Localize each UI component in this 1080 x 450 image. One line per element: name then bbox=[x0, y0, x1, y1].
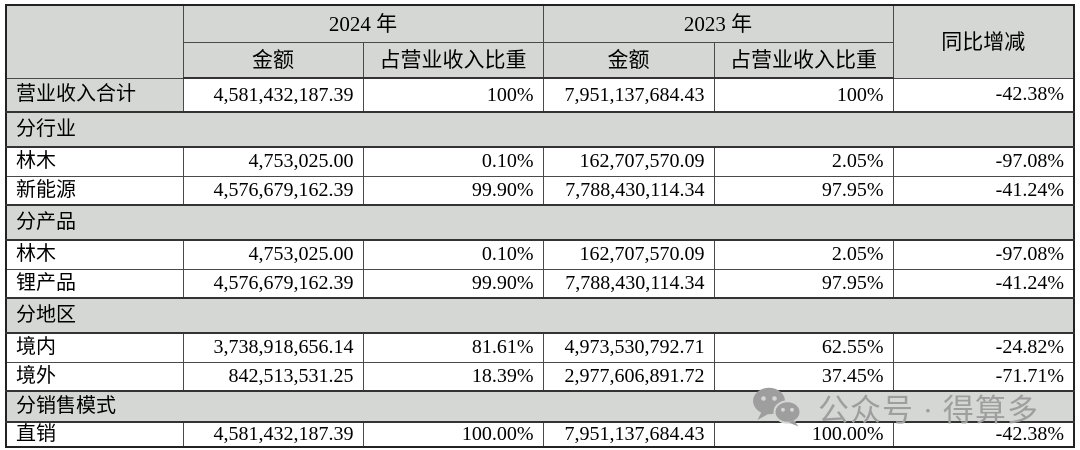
ratio-2024-cell: 0.10% bbox=[362, 239, 544, 270]
section-row: 分地区 bbox=[5, 297, 1075, 334]
row-label: 直销 bbox=[5, 421, 184, 448]
section-label: 分地区 bbox=[5, 297, 1075, 334]
amount-2023-cell: 2,977,606,891.72 bbox=[542, 361, 715, 392]
table-row: 境内 3,738,918,656.14 81.61% 4,973,530,792… bbox=[5, 332, 1075, 363]
table-row: 新能源 4,576,679,162.39 99.90% 7,788,430,11… bbox=[5, 175, 1075, 206]
table-row: 锂产品 4,576,679,162.39 99.90% 7,788,430,11… bbox=[5, 268, 1075, 299]
section-row: 分产品 bbox=[5, 204, 1075, 241]
ratio-2023-cell: 100.00% bbox=[713, 421, 894, 448]
amount-2024-cell: 3,738,918,656.14 bbox=[182, 332, 364, 363]
yoy-header: 同比增减 bbox=[892, 4, 1075, 79]
yoy-cell: -41.24% bbox=[892, 175, 1075, 206]
ratio-2023-cell: 37.45% bbox=[713, 361, 894, 392]
amount-2024-cell: 4,581,432,187.39 bbox=[182, 421, 364, 448]
ratio-2023-cell: 2.05% bbox=[713, 239, 894, 270]
row-label: 林木 bbox=[5, 146, 184, 177]
yoy-cell: -71.71% bbox=[892, 361, 1075, 392]
row-label: 境内 bbox=[5, 332, 184, 363]
amount-2023-cell: 7,951,137,684.43 bbox=[542, 77, 715, 113]
ratio-2024-cell: 99.90% bbox=[362, 268, 544, 299]
row-label: 新能源 bbox=[5, 175, 184, 206]
corner-cell bbox=[5, 4, 184, 79]
year-2023-header: 2023 年 bbox=[542, 4, 894, 43]
row-label: 林木 bbox=[5, 239, 184, 270]
amount-2024-cell: 842,513,531.25 bbox=[182, 361, 364, 392]
revenue-breakdown-table: 2024 年 2023 年 同比增减 金额 占营业收入比重 金额 占营业收入比重… bbox=[5, 4, 1075, 448]
amount-2023-cell: 162,707,570.09 bbox=[542, 239, 715, 270]
table-row: 直销 4,581,432,187.39 100.00% 7,951,137,68… bbox=[5, 421, 1075, 448]
amount-2024-cell: 4,576,679,162.39 bbox=[182, 175, 364, 206]
row-label: 境外 bbox=[5, 361, 184, 392]
row-label: 锂产品 bbox=[5, 268, 184, 299]
amount-2024-cell: 4,753,025.00 bbox=[182, 146, 364, 177]
amount-2023-header: 金额 bbox=[542, 41, 715, 79]
ratio-2023-cell: 97.95% bbox=[713, 268, 894, 299]
row-label: 营业收入合计 bbox=[5, 77, 184, 113]
yoy-cell: -42.38% bbox=[892, 421, 1075, 448]
section-row: 分行业 bbox=[5, 111, 1075, 148]
ratio-2023-cell: 2.05% bbox=[713, 146, 894, 177]
yoy-cell: -41.24% bbox=[892, 268, 1075, 299]
ratio-2023-header: 占营业收入比重 bbox=[713, 41, 894, 79]
year-2024-header: 2024 年 bbox=[182, 4, 544, 43]
table-row: 林木 4,753,025.00 0.10% 162,707,570.09 2.0… bbox=[5, 239, 1075, 270]
ratio-2024-cell: 81.61% bbox=[362, 332, 544, 363]
table-row: 林木 4,753,025.00 0.10% 162,707,570.09 2.0… bbox=[5, 146, 1075, 177]
ratio-2024-cell: 0.10% bbox=[362, 146, 544, 177]
amount-2024-header: 金额 bbox=[182, 41, 364, 79]
section-label: 分产品 bbox=[5, 204, 1075, 241]
ratio-2024-cell: 99.90% bbox=[362, 175, 544, 206]
amount-2024-cell: 4,581,432,187.39 bbox=[182, 77, 364, 113]
amount-2024-cell: 4,753,025.00 bbox=[182, 239, 364, 270]
yoy-cell: -42.38% bbox=[892, 77, 1075, 113]
ratio-2024-cell: 100% bbox=[362, 77, 544, 113]
yoy-cell: -97.08% bbox=[892, 239, 1075, 270]
ratio-2023-cell: 100% bbox=[713, 77, 894, 113]
amount-2023-cell: 162,707,570.09 bbox=[542, 146, 715, 177]
yoy-cell: -24.82% bbox=[892, 332, 1075, 363]
yoy-cell: -97.08% bbox=[892, 146, 1075, 177]
amount-2023-cell: 7,788,430,114.34 bbox=[542, 268, 715, 299]
section-label: 分销售模式 bbox=[5, 390, 1075, 423]
table-row: 境外 842,513,531.25 18.39% 2,977,606,891.7… bbox=[5, 361, 1075, 392]
amount-2023-cell: 7,951,137,684.43 bbox=[542, 421, 715, 448]
table-row: 营业收入合计 4,581,432,187.39 100% 7,951,137,6… bbox=[5, 77, 1075, 113]
amount-2024-cell: 4,576,679,162.39 bbox=[182, 268, 364, 299]
ratio-2024-header: 占营业收入比重 bbox=[362, 41, 544, 79]
amount-2023-cell: 4,973,530,792.71 bbox=[542, 332, 715, 363]
amount-2023-cell: 7,788,430,114.34 bbox=[542, 175, 715, 206]
section-row: 分销售模式 bbox=[5, 390, 1075, 423]
ratio-2023-cell: 62.55% bbox=[713, 332, 894, 363]
ratio-2024-cell: 100.00% bbox=[362, 421, 544, 448]
ratio-2024-cell: 18.39% bbox=[362, 361, 544, 392]
ratio-2023-cell: 97.95% bbox=[713, 175, 894, 206]
section-label: 分行业 bbox=[5, 111, 1075, 148]
